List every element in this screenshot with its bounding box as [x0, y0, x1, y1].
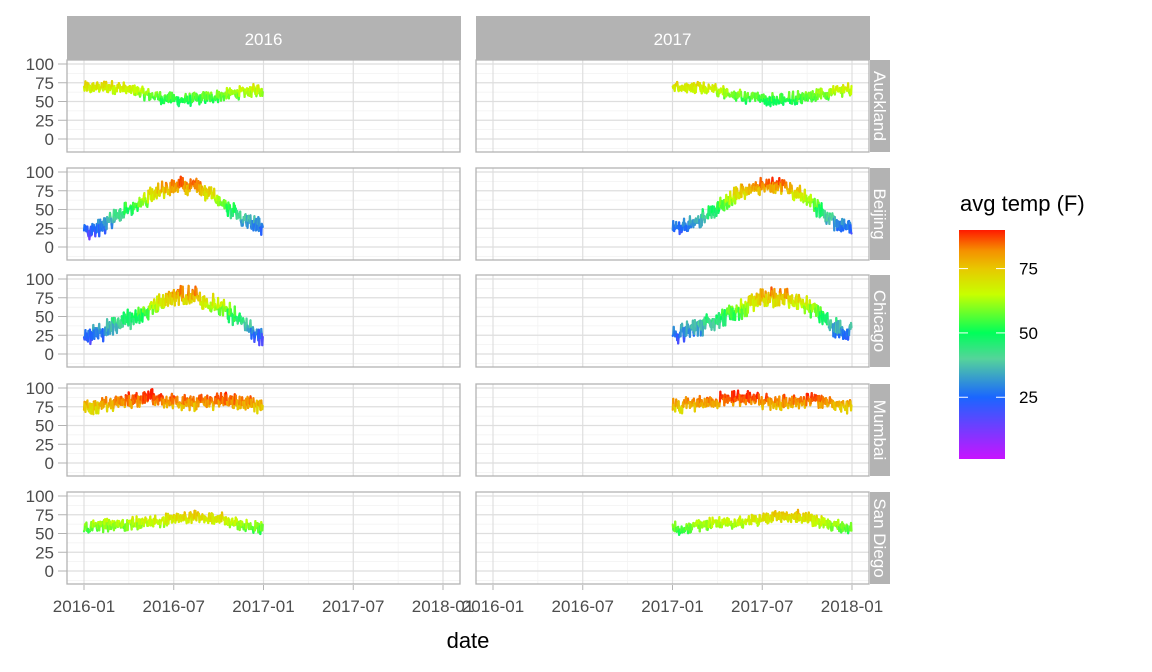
- y-tick-label: 50: [35, 417, 54, 436]
- y-tick-label: 25: [35, 326, 54, 345]
- panel-border: [66, 383, 461, 477]
- y-tick-label: 100: [26, 163, 54, 182]
- panel-border: [66, 59, 461, 153]
- strip-Auckland: [870, 60, 890, 152]
- strip-label-group: Chicago: [870, 290, 889, 352]
- strip-label-auckland: Auckland: [870, 71, 889, 141]
- x-tick-label: 2018-01: [821, 597, 883, 616]
- panel-border: [66, 274, 461, 368]
- y-tick-label: 0: [45, 345, 54, 364]
- strip-label-group: Auckland: [870, 71, 889, 141]
- legend-title: avg temp (F): [960, 191, 1085, 216]
- legend-label: 50: [1019, 324, 1038, 343]
- strip-2016: [67, 16, 461, 60]
- y-tick-label: 25: [35, 219, 54, 238]
- y-tick-label: 50: [35, 93, 54, 112]
- strip-label-beijing: Beijing: [870, 188, 889, 239]
- y-tick-label: 0: [45, 562, 54, 581]
- strip-label-2016: 2016: [245, 30, 283, 49]
- strip-label-chicago: Chicago: [870, 290, 889, 352]
- x-tick-label: 2016-01: [462, 597, 524, 616]
- y-tick-label: 100: [26, 270, 54, 289]
- x-tick-label: 2017-07: [322, 597, 384, 616]
- y-tick-label: 50: [35, 201, 54, 220]
- legend-label: 75: [1019, 260, 1038, 279]
- panel-border: [66, 167, 461, 261]
- y-tick-label: 75: [35, 74, 54, 93]
- y-tick-label: 75: [35, 398, 54, 417]
- x-tick-label: 2016-01: [53, 597, 115, 616]
- panel-border: [475, 274, 870, 368]
- strip-label-group: Mumbai: [870, 400, 889, 460]
- y-tick-label: 0: [45, 454, 54, 473]
- panel-border: [475, 167, 870, 261]
- x-tick-label: 2017-01: [641, 597, 703, 616]
- y-tick-label: 75: [35, 182, 54, 201]
- y-tick-label: 25: [35, 435, 54, 454]
- x-tick-label: 2017-01: [232, 597, 294, 616]
- strip-Beijing: [870, 168, 890, 260]
- panel-border: [475, 59, 870, 153]
- y-tick-label: 50: [35, 308, 54, 327]
- panel-border: [66, 491, 461, 585]
- strip-label-group: San Diego: [870, 498, 889, 577]
- y-tick-label: 25: [35, 543, 54, 562]
- y-tick-label: 25: [35, 111, 54, 130]
- x-axis-title: date: [447, 628, 490, 653]
- x-tick-label: 2017-07: [731, 597, 793, 616]
- x-tick-label: 2016-07: [143, 597, 205, 616]
- x-tick-label: 2018-01: [412, 597, 474, 616]
- strip-label-group: Beijing: [870, 188, 889, 239]
- y-tick-label: 50: [35, 525, 54, 544]
- strip-label-san-diego: San Diego: [870, 498, 889, 577]
- strip-label-2017: 2017: [654, 30, 692, 49]
- y-tick-label: 75: [35, 289, 54, 308]
- y-tick-label: 100: [26, 55, 54, 74]
- panel-border: [475, 383, 870, 477]
- strip-Mumbai: [870, 384, 890, 476]
- legend-colorbar: [959, 230, 1005, 459]
- y-tick-label: 100: [26, 487, 54, 506]
- y-tick-label: 100: [26, 379, 54, 398]
- y-tick-label: 75: [35, 506, 54, 525]
- x-tick-label: 2016-07: [552, 597, 614, 616]
- strip-2017: [476, 16, 870, 60]
- y-tick-label: 0: [45, 238, 54, 257]
- legend-label: 25: [1019, 388, 1038, 407]
- strip-San Diego: [870, 492, 890, 584]
- strip-Chicago: [870, 275, 890, 367]
- panel-border: [475, 491, 870, 585]
- y-tick-label: 0: [45, 130, 54, 149]
- strip-label-mumbai: Mumbai: [870, 400, 889, 460]
